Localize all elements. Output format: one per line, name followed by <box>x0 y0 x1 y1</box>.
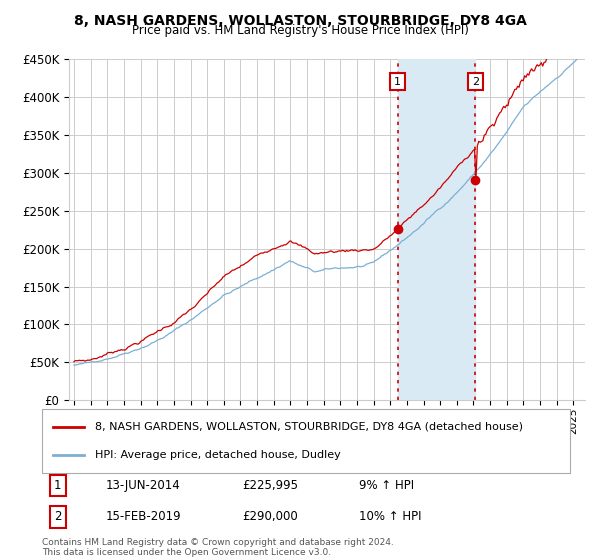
Text: 9% ↑ HPI: 9% ↑ HPI <box>359 479 414 492</box>
Text: HPI: Average price, detached house, Dudley: HPI: Average price, detached house, Dudl… <box>95 450 341 460</box>
Text: 10% ↑ HPI: 10% ↑ HPI <box>359 510 421 524</box>
Text: 1: 1 <box>54 479 62 492</box>
Text: 8, NASH GARDENS, WOLLASTON, STOURBRIDGE, DY8 4GA (detached house): 8, NASH GARDENS, WOLLASTON, STOURBRIDGE,… <box>95 422 523 432</box>
Text: £225,995: £225,995 <box>242 479 299 492</box>
Text: 2: 2 <box>54 510 62 524</box>
Text: 8, NASH GARDENS, WOLLASTON, STOURBRIDGE, DY8 4GA: 8, NASH GARDENS, WOLLASTON, STOURBRIDGE,… <box>74 14 526 28</box>
FancyBboxPatch shape <box>42 409 570 473</box>
Text: 15-FEB-2019: 15-FEB-2019 <box>106 510 181 524</box>
Text: Contains HM Land Registry data © Crown copyright and database right 2024.
This d: Contains HM Land Registry data © Crown c… <box>42 538 394 557</box>
Text: 1: 1 <box>394 77 401 87</box>
Text: 2: 2 <box>472 77 479 87</box>
Text: 13-JUN-2014: 13-JUN-2014 <box>106 479 180 492</box>
Bar <box>398 59 475 400</box>
Text: £290,000: £290,000 <box>242 510 298 524</box>
Text: Price paid vs. HM Land Registry's House Price Index (HPI): Price paid vs. HM Land Registry's House … <box>131 24 469 37</box>
